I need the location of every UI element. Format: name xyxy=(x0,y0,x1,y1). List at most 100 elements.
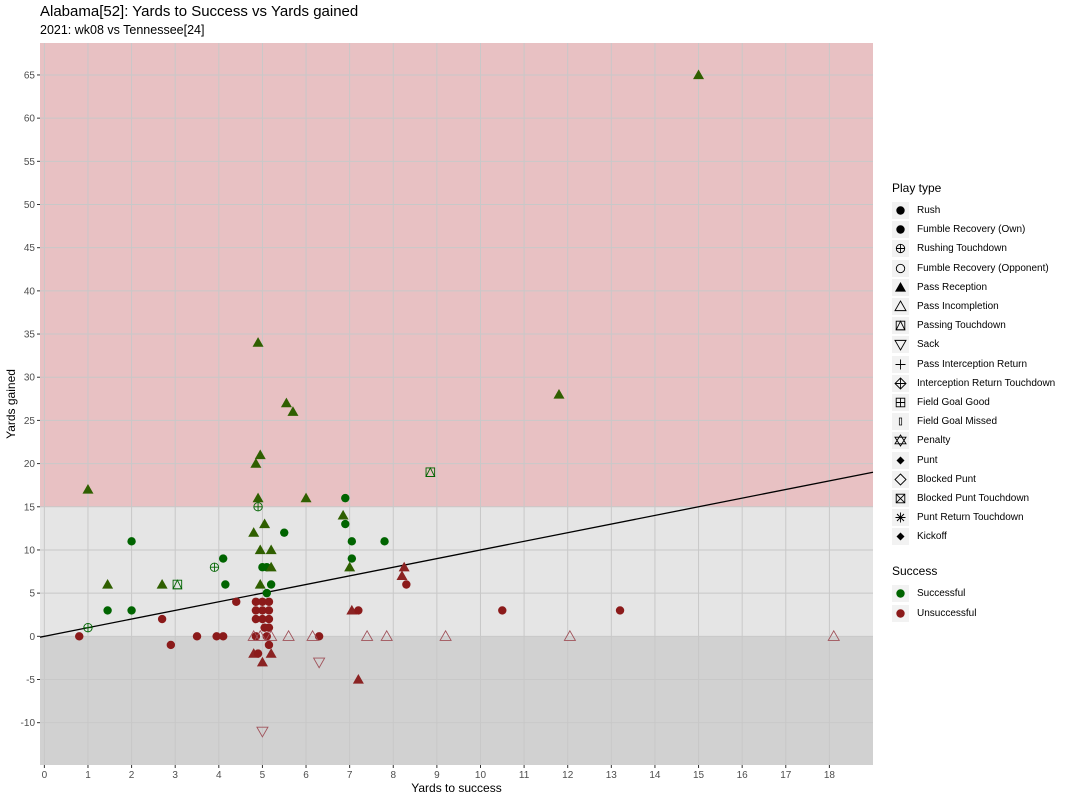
legend-item: Unsuccessful xyxy=(892,604,1064,623)
data-point xyxy=(212,632,221,641)
data-point xyxy=(232,597,241,606)
legend-item: Passing Touchdown xyxy=(892,316,1064,335)
x-tick-label: 16 xyxy=(737,770,749,781)
data-point xyxy=(251,606,261,615)
y-tick-label: 30 xyxy=(24,373,36,384)
legend-item: Rushing Touchdown xyxy=(892,239,1064,258)
y-tick-label: 65 xyxy=(24,70,36,81)
x-axis-label: Yards to success xyxy=(411,781,501,795)
open-diamond-icon xyxy=(892,470,909,488)
legend-label: Field Goal Missed xyxy=(917,416,998,428)
data-point xyxy=(264,597,274,606)
legend-marker xyxy=(894,434,907,448)
legend-marker xyxy=(895,244,906,254)
square-plus-icon xyxy=(892,393,909,411)
data-point xyxy=(253,649,263,658)
legend-marker xyxy=(896,532,905,541)
small-filled-diamond-icon xyxy=(892,451,909,469)
legend-marker xyxy=(895,263,906,273)
background-band xyxy=(40,636,873,765)
data-point xyxy=(380,629,393,641)
legend-item: Penalty xyxy=(892,431,1064,450)
legend-marker xyxy=(894,300,907,312)
data-point xyxy=(265,648,277,658)
legend-marker xyxy=(895,512,906,523)
legend-label: Interception Return Touchdown xyxy=(917,377,1056,389)
legend-label: Punt Return Touchdown xyxy=(917,512,1024,524)
legend-item: Kickoff xyxy=(892,527,1064,546)
success-legend: Successful Unsuccessful xyxy=(892,584,1064,622)
data-point xyxy=(498,606,507,615)
y-tick-label: 20 xyxy=(24,459,36,470)
data-point xyxy=(258,597,267,606)
x-tick-label: 7 xyxy=(347,770,353,781)
y-tick-label: 55 xyxy=(24,157,36,168)
x-tick-label: 11 xyxy=(519,770,530,781)
background-band xyxy=(40,506,873,637)
x-tick-label: 13 xyxy=(606,770,618,781)
legend-label: Pass Incompletion xyxy=(917,301,999,313)
legend-label: Pass Interception Return xyxy=(917,358,1028,370)
data-point xyxy=(264,606,274,615)
legend-marker xyxy=(895,320,906,331)
data-point xyxy=(156,579,168,589)
legend-marker xyxy=(895,493,906,504)
data-point xyxy=(563,629,577,641)
data-point xyxy=(103,606,112,615)
data-point xyxy=(337,509,349,520)
y-axis-label: Yards gained xyxy=(4,369,18,439)
data-point xyxy=(83,623,93,633)
data-point xyxy=(280,528,289,537)
data-point xyxy=(172,579,183,590)
legend-label: Successful xyxy=(917,588,966,600)
down-triangle-icon xyxy=(892,336,909,354)
data-point xyxy=(166,640,176,650)
play-type-legend-title: Play type xyxy=(892,181,942,195)
legend-marker xyxy=(896,589,905,599)
filled-circle-icon xyxy=(892,221,909,239)
data-point xyxy=(251,597,261,606)
legend-marker xyxy=(895,359,906,370)
data-point xyxy=(252,492,264,503)
legend-label: Sack xyxy=(917,339,940,351)
open-triangle-icon xyxy=(892,298,909,316)
data-point xyxy=(102,579,114,589)
legend-label: Blocked Punt Touchdown xyxy=(917,492,1030,504)
data-point xyxy=(344,561,356,572)
legend-marker xyxy=(894,473,907,486)
y-tick-label: 45 xyxy=(24,243,36,254)
data-point xyxy=(439,629,452,641)
data-point xyxy=(360,629,374,641)
legend-marker xyxy=(894,377,907,390)
legend-marker xyxy=(896,608,905,618)
data-point xyxy=(282,629,295,641)
data-point xyxy=(254,579,266,589)
data-point xyxy=(254,544,266,555)
x-tick-label: 14 xyxy=(649,770,661,781)
data-point xyxy=(306,629,319,641)
legend-label: Blocked Punt xyxy=(917,473,976,485)
data-point xyxy=(615,606,625,615)
data-point xyxy=(402,580,411,589)
data-point xyxy=(82,484,94,494)
data-point xyxy=(127,537,136,546)
chart-title: Alabama[52]: Yards to Success vs Yards g… xyxy=(40,3,359,20)
data-point xyxy=(127,606,136,615)
data-point xyxy=(157,614,167,624)
data-point xyxy=(209,562,220,572)
data-point xyxy=(258,614,267,624)
data-point xyxy=(259,518,271,529)
legend-item: Field Goal Missed xyxy=(892,412,1064,431)
x-tick-label: 4 xyxy=(216,770,222,781)
legend-marker xyxy=(896,456,905,465)
asterisk-icon xyxy=(892,509,909,527)
legend-item: Pass Interception Return xyxy=(892,355,1064,374)
legend-label: Rush xyxy=(917,205,941,217)
legend-marker xyxy=(898,417,903,426)
x-tick-label: 10 xyxy=(475,770,487,781)
data-point xyxy=(75,632,84,641)
legend-label: Kickoff xyxy=(917,531,947,543)
legend-marker xyxy=(894,340,907,352)
data-point xyxy=(425,466,436,477)
background-band xyxy=(40,43,873,507)
